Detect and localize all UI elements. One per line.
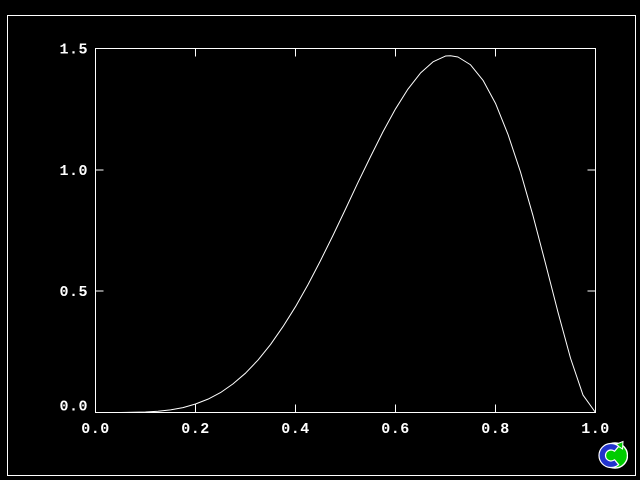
y-tick-label: 0.5: [59, 284, 88, 301]
x-tick-label: 0.0: [81, 421, 110, 438]
x-tick-label: 0.4: [281, 421, 310, 438]
logo-blue-c: [598, 442, 620, 469]
x-tick-label: 0.6: [381, 421, 410, 438]
x-tick-label: 1.0: [581, 421, 610, 438]
x-tick-label: 0.2: [181, 421, 210, 438]
y-tick-label: 0.0: [59, 399, 88, 416]
y-tick-label: 1.5: [59, 42, 88, 59]
x-tick-label: 0.8: [481, 421, 510, 438]
y-tick-label: 1.0: [59, 163, 88, 180]
axes-box: [95, 48, 596, 413]
curve-line: [95, 55, 596, 413]
capture-logo-icon: [598, 440, 628, 469]
window-border-frame: [7, 15, 636, 476]
